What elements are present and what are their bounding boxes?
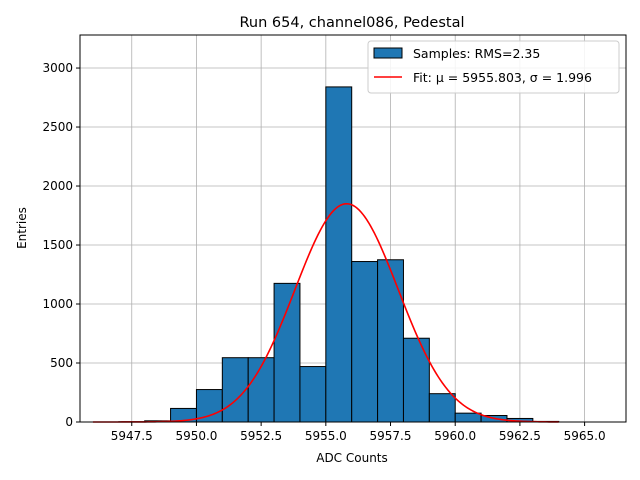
grid <box>80 35 626 423</box>
x-tick-label: 5952.5 <box>240 429 282 443</box>
x-tick-label: 5962.5 <box>499 429 541 443</box>
y-tick-label: 500 <box>50 356 73 370</box>
histogram-bar <box>221 357 249 423</box>
histogram-bar <box>377 259 404 423</box>
y-axis-label: Entries <box>15 207 29 249</box>
histogram-bars <box>118 86 560 423</box>
y-axis-ticks: 0 500 1000 1500 2000 2500 3000 <box>42 61 80 429</box>
histogram-bar <box>454 412 482 423</box>
x-axis-label: ADC Counts <box>316 451 388 465</box>
x-tick-label: 5950.0 <box>175 429 217 443</box>
histogram-bar <box>402 337 430 423</box>
x-tick-label: 5947.5 <box>111 429 153 443</box>
histogram-bar <box>351 261 379 423</box>
y-tick-label: 0 <box>65 415 73 429</box>
legend-label-samples: Samples: RMS=2.35 <box>413 46 540 61</box>
y-tick-label: 2500 <box>42 120 73 134</box>
fit-curve <box>92 202 559 423</box>
histogram-bar <box>325 86 353 423</box>
y-tick-label: 1000 <box>42 297 73 311</box>
legend-box <box>367 40 620 94</box>
legend: Samples: RMS=2.35 Fit: μ = 5955.803, σ =… <box>367 40 620 94</box>
plot-frame <box>79 34 627 423</box>
x-tick-label: 5955.0 <box>305 429 347 443</box>
legend-label-fit: Fit: μ = 5955.803, σ = 1.996 <box>413 70 592 85</box>
legend-patch-samples <box>373 47 403 59</box>
y-tick-label: 3000 <box>42 61 73 75</box>
histogram-bar <box>273 282 301 423</box>
histogram-bar <box>428 393 456 423</box>
y-tick-label: 1500 <box>42 238 73 252</box>
x-tick-label: 5960.0 <box>434 429 476 443</box>
x-tick-label: 5965.0 <box>564 429 606 443</box>
x-tick-label: 5957.5 <box>370 429 412 443</box>
chart-title: Run 654, channel086, Pedestal <box>239 15 464 31</box>
histogram-bar <box>195 389 223 423</box>
histogram-bar <box>299 366 327 423</box>
x-axis-ticks: 5947.5 5950.0 5952.5 5955.0 5957.5 5960.0 5962… <box>111 422 606 443</box>
y-tick-label: 2000 <box>42 179 73 193</box>
